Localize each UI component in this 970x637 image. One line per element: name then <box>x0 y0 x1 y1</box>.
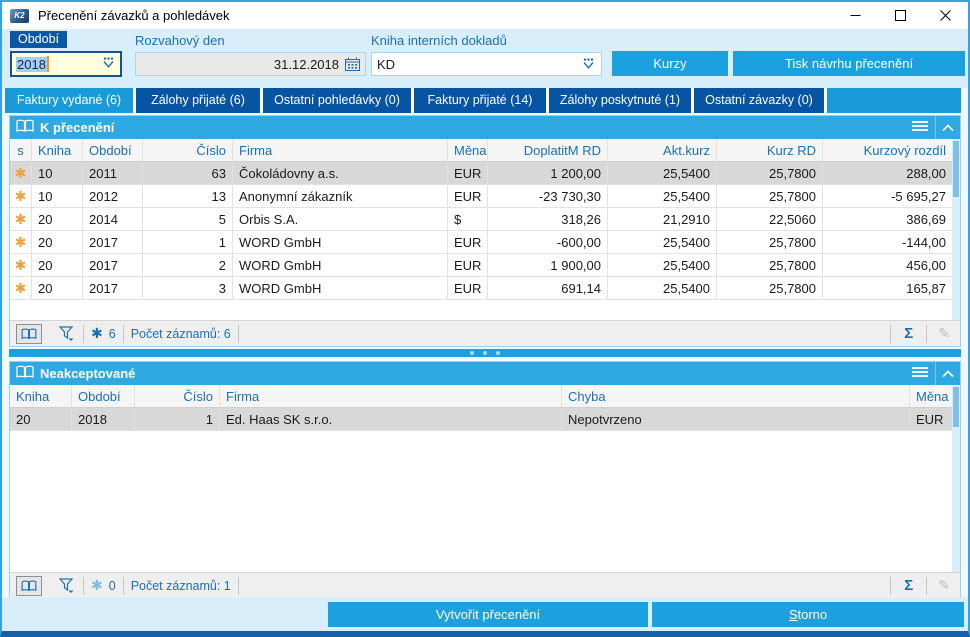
col-s[interactable]: s <box>10 139 32 162</box>
col-firma[interactable]: Firma <box>220 385 562 408</box>
col-chyba[interactable]: Chyba <box>562 385 910 408</box>
tab-ostatni-zavazky[interactable]: Ostatní závazky (0) <box>694 88 824 113</box>
col-kurz-rd[interactable]: Kurz RD <box>717 139 823 162</box>
rozvahovy-den-value: 31.12.2018 <box>273 56 339 72</box>
k-preceneni-table: s Kniha Období Číslo Firma Měna Doplatit… <box>10 139 952 300</box>
col-firma[interactable]: Firma <box>233 139 448 162</box>
minimize-button[interactable] <box>833 2 878 29</box>
vertical-scrollbar[interactable] <box>952 385 960 572</box>
chevron-up-icon <box>942 366 954 381</box>
neakceptovane-panel: Neakceptované Kniha Období Číslo Firma C… <box>9 361 961 599</box>
rozvahovy-den-input[interactable]: 31.12.2018 <box>135 52 366 76</box>
panel-title: Neakceptované <box>40 366 136 381</box>
dropdown-icon[interactable] <box>101 56 116 72</box>
star-icon: ✱ <box>14 165 27 181</box>
tab-zalohy-prijate[interactable]: Zálohy přijaté (6) <box>136 88 260 113</box>
col-doplatit[interactable]: DoplatitM RD <box>488 139 608 162</box>
star-icon: ✱ <box>14 257 27 273</box>
sum-icon[interactable]: Σ <box>904 577 914 594</box>
filter-form: Období 2018 Rozvahový den 31.12.2018 Kni… <box>2 29 968 88</box>
star-filter-icon[interactable]: ✱ <box>91 325 103 341</box>
text-caret <box>46 56 49 72</box>
panel-menu-button[interactable] <box>905 116 935 139</box>
star-icon: ✱ <box>14 234 27 250</box>
col-obdobi[interactable]: Období <box>72 385 135 408</box>
vytvorit-preceneni-button[interactable]: Vytvořit přecenění <box>328 602 648 627</box>
tab-bar-filler <box>827 88 961 113</box>
col-kurzovy-rozdil[interactable]: Kurzový rozdíl <box>823 139 952 162</box>
kniha-dokladu-label: Kniha interních dokladů <box>371 33 507 48</box>
tab-zalohy-poskytnute[interactable]: Zálohy poskytnuté (1) <box>549 88 691 113</box>
maximize-button[interactable] <box>878 2 923 29</box>
col-kniha[interactable]: Kniha <box>32 139 83 162</box>
star-count: 0 <box>108 578 116 593</box>
rozvahovy-den-label: Rozvahový den <box>135 33 225 48</box>
close-button[interactable] <box>923 2 968 29</box>
k-preceneni-panel: K přecenění s Kniha Období Číslo Firma M… <box>9 115 961 347</box>
book-view-button[interactable] <box>16 323 42 344</box>
neakceptovane-table: Kniha Období Číslo Firma Chyba Měna 20 2… <box>10 385 952 431</box>
star-count: 6 <box>108 326 116 341</box>
book-icon <box>16 119 34 136</box>
chevron-up-icon <box>942 120 954 135</box>
col-akt-kurz[interactable]: Akt.kurz <box>608 139 717 162</box>
obdobi-label: Období <box>10 31 68 48</box>
obdobi-value: 2018 <box>16 56 47 72</box>
col-mena[interactable]: Měna <box>910 385 952 408</box>
record-count: Počet záznamů: 1 <box>130 578 231 593</box>
action-bar: Vytvořit přecenění Storno <box>2 597 968 631</box>
panel-collapse-button[interactable] <box>936 116 960 139</box>
book-icon <box>16 365 34 382</box>
edit-icon: ✎ <box>938 325 950 341</box>
star-icon: ✱ <box>14 188 27 204</box>
kniha-dokladu-value: KD <box>377 56 396 72</box>
obdobi-input[interactable]: 2018 <box>10 51 122 77</box>
k-preceneni-footer: ✱ 6 Počet záznamů: 6 Σ ✎ <box>10 320 960 346</box>
panel-title: K přecenění <box>40 120 115 135</box>
neakceptovane-header: Neakceptované <box>10 362 960 385</box>
star-icon: ✱ <box>14 211 27 227</box>
dropdown-icon[interactable] <box>581 58 596 70</box>
title-bar: K2 Přecenění závazků a pohledávek <box>2 2 968 29</box>
filter-icon[interactable] <box>59 578 74 593</box>
window-title: Přecenění závazků a pohledávek <box>38 8 230 23</box>
tab-ostatni-pohledavky[interactable]: Ostatní pohledávky (0) <box>263 88 411 113</box>
col-obdobi[interactable]: Období <box>83 139 143 162</box>
tab-faktury-prijate[interactable]: Faktury přijaté (14) <box>414 88 546 113</box>
star-icon: ✱ <box>14 280 27 296</box>
hamburger-icon <box>912 366 928 381</box>
k2-app-icon: K2 <box>10 8 29 23</box>
star-filter-icon[interactable]: ✱ <box>91 577 103 593</box>
col-mena[interactable]: Měna <box>448 139 488 162</box>
scrollbar-thumb[interactable] <box>953 387 959 427</box>
panel-splitter[interactable] <box>9 349 961 357</box>
calendar-icon[interactable] <box>345 57 360 71</box>
sum-icon[interactable]: Σ <box>904 325 914 342</box>
storno-button[interactable]: Storno <box>652 602 964 627</box>
record-count: Počet záznamů: 6 <box>130 326 231 341</box>
vertical-scrollbar[interactable] <box>952 139 960 320</box>
filter-icon[interactable] <box>59 326 74 341</box>
tab-bar: Faktury vydané (6) Zálohy přijaté (6) Os… <box>2 88 961 113</box>
close-icon <box>940 10 951 21</box>
panel-collapse-button[interactable] <box>936 362 960 385</box>
tab-faktury-vydane[interactable]: Faktury vydané (6) <box>5 88 133 113</box>
maximize-icon <box>895 10 906 21</box>
scrollbar-thumb[interactable] <box>953 141 959 197</box>
kniha-dokladu-input[interactable]: KD <box>371 52 602 76</box>
col-cislo[interactable]: Číslo <box>135 385 220 408</box>
kurzy-button[interactable]: Kurzy <box>612 51 728 76</box>
neakceptovane-footer: ✱ 0 Počet záznamů: 1 Σ ✎ <box>10 572 960 598</box>
panel-menu-button[interactable] <box>905 362 935 385</box>
hamburger-icon <box>912 120 928 135</box>
k-preceneni-header: K přecenění <box>10 116 960 139</box>
edit-icon: ✎ <box>938 577 950 593</box>
col-cislo[interactable]: Číslo <box>143 139 233 162</box>
minimize-icon <box>850 10 861 21</box>
col-kniha[interactable]: Kniha <box>10 385 72 408</box>
tisk-navrhu-button[interactable]: Tisk návrhu přecenění <box>733 51 965 76</box>
book-view-button[interactable] <box>16 575 42 596</box>
